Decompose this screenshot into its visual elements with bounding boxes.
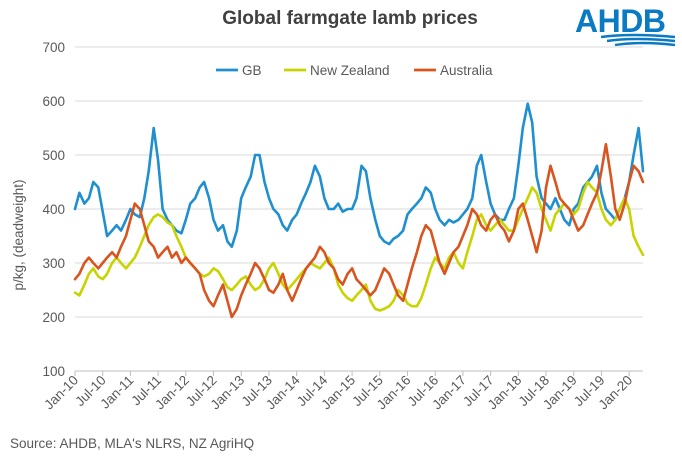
- y-tick-label: 400: [42, 202, 65, 217]
- x-axis: [74, 370, 643, 376]
- source-note: Source: AHDB, MLA's NLRS, NZ AgriHQ: [10, 436, 255, 451]
- series-line-new-zealand: [73, 180, 645, 312]
- y-tick-label: 500: [42, 148, 65, 163]
- y-tick-label: 700: [42, 40, 65, 55]
- series-lines: [73, 102, 645, 319]
- chart-title: Global farmgate lamb prices: [222, 8, 478, 29]
- ahdb-logo: AHDB: [575, 3, 676, 47]
- legend-label: GB: [242, 63, 262, 78]
- series-line-australia: [73, 142, 645, 319]
- legend: GB New Zealand Australia: [216, 63, 493, 78]
- legend-label: Australia: [440, 63, 493, 78]
- y-axis-ticks: 100 200 300 400 500 600 700: [42, 40, 65, 379]
- logo-text: AHDB: [575, 3, 665, 39]
- grid-lines: [75, 46, 643, 318]
- y-axis-label: p/kg, (deadweight): [11, 179, 26, 290]
- y-tick-label: 200: [42, 310, 65, 325]
- y-tick-label: 100: [42, 364, 65, 379]
- series-line-gb: [73, 102, 645, 249]
- y-tick-label: 600: [42, 94, 65, 109]
- y-tick-label: 300: [42, 256, 65, 271]
- x-axis-ticks: Jan-10Jul-10Jan-11Jul-11Jan-12Jul-12Jan-…: [41, 372, 635, 412]
- legend-label: New Zealand: [310, 63, 390, 78]
- logo-swoosh-2: [606, 37, 676, 43]
- logo-swoosh-1: [600, 33, 676, 39]
- logo-swoosh-3: [614, 41, 676, 47]
